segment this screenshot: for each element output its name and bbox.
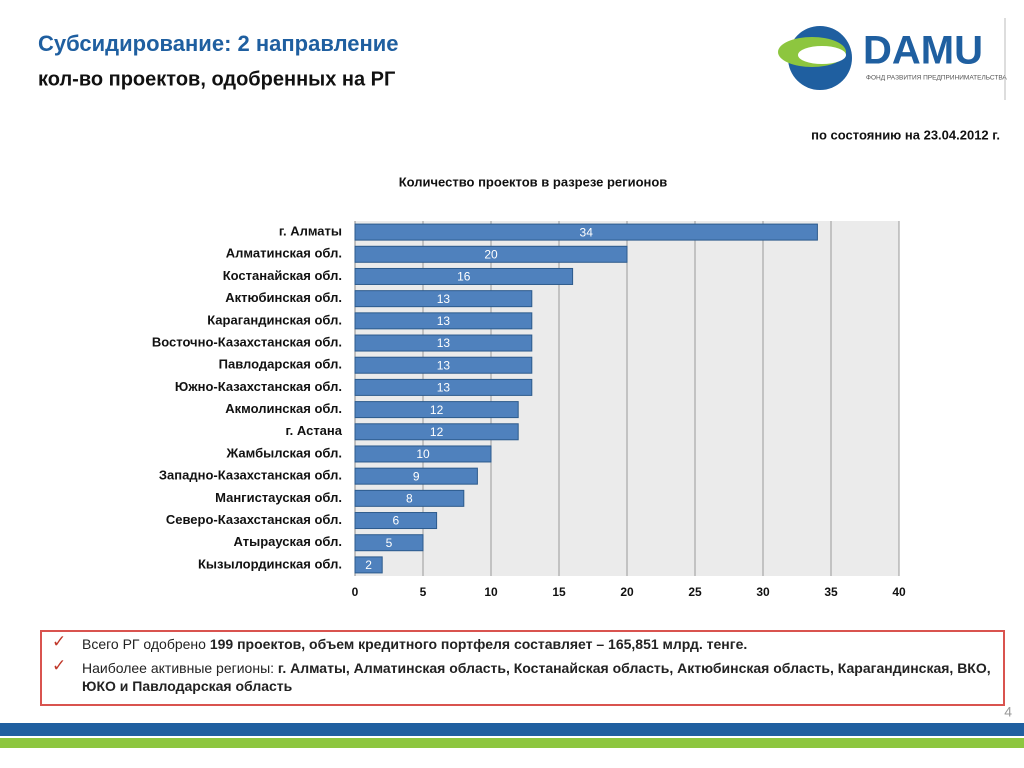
y-tick-label: Алматинская обл. [226, 246, 342, 261]
value-label: 16 [457, 270, 471, 284]
bullet-bold: 199 проектов, объем кредитного портфеля … [209, 636, 748, 652]
y-tick-label: Южно-Казахстанская обл. [175, 379, 342, 394]
logo-subtext: ФОНД РАЗВИТИЯ ПРЕДПРИНИМАТЕЛЬСТВА [866, 75, 1007, 82]
x-tick-label: 0 [352, 585, 359, 599]
x-tick-label: 20 [620, 585, 634, 599]
bullet-lead: Всего РГ одобрено [82, 636, 210, 652]
logo: DAMU ФОНД РАЗВИТИЯ ПРЕДПРИНИМАТЕЛЬСТВА [778, 26, 1007, 90]
bar [354, 356, 533, 374]
chart-title: Количество проектов в разрезе регионов [399, 174, 668, 189]
y-tick-label: Актюбинская обл. [225, 290, 342, 305]
slide-title: Субсидирование: 2 направление [38, 31, 399, 56]
value-label: 13 [437, 292, 451, 306]
x-tick-label: 30 [756, 585, 770, 599]
bar [354, 334, 533, 352]
bar [354, 556, 383, 574]
bar [354, 245, 628, 263]
bullet-lead: Наиболее активные регионы: [82, 660, 278, 676]
value-label: 8 [406, 492, 413, 506]
bar [354, 512, 438, 530]
bar [354, 445, 492, 463]
logo-swoosh-inner [798, 46, 846, 64]
bar [354, 423, 519, 441]
bar [354, 467, 478, 485]
value-label: 12 [430, 403, 444, 417]
x-tick-label: 25 [688, 585, 702, 599]
bar [354, 401, 519, 419]
value-label: 34 [580, 225, 594, 239]
y-tick-label: г. Астана [286, 423, 343, 438]
y-tick-label: Атырауская обл. [234, 534, 342, 549]
y-tick-label: Карагандинская обл. [207, 312, 342, 327]
footer-blue [0, 723, 1024, 736]
value-label: 6 [392, 514, 399, 528]
bar [354, 223, 818, 241]
page-number: 4 [1004, 704, 1012, 720]
value-label: 13 [437, 314, 451, 328]
y-tick-label: Павлодарская обл. [219, 357, 342, 372]
bar [354, 489, 465, 507]
logo-text: DAMU [863, 29, 983, 73]
x-tick-label: 5 [420, 585, 427, 599]
bullet: Всего РГ одобрено 199 проектов, объем кр… [52, 633, 993, 653]
x-tick-label: 10 [484, 585, 498, 599]
value-label: 13 [437, 358, 451, 372]
bullet: Наиболее активные регионы: г. Алматы, Ал… [52, 657, 993, 695]
y-tick-label: Костанайская обл. [223, 268, 342, 283]
value-label: 9 [413, 469, 420, 483]
value-label: 13 [437, 381, 451, 395]
bar [354, 267, 574, 285]
value-label: 5 [386, 536, 393, 550]
x-tick-label: 35 [824, 585, 838, 599]
value-label: 10 [416, 447, 430, 461]
date-note: по состоянию на 23.04.2012 г. [811, 127, 1000, 142]
y-tick-label: Мангистауская обл. [215, 490, 342, 505]
bullet-bold: г. Алматы, Алматинская область, Костанай… [82, 660, 991, 694]
slide-subtitle: кол-во проектов, одобренных на РГ [38, 68, 395, 90]
bar [354, 290, 533, 308]
y-tick-label: Восточно-Казахстанская обл. [152, 334, 342, 349]
value-label: 13 [437, 336, 451, 350]
y-tick-label: Акмолинская обл. [225, 401, 342, 416]
bar [354, 312, 533, 330]
y-tick-label: Жамбылская обл. [226, 445, 342, 460]
y-tick-label: Западно-Казахстанская обл. [159, 468, 342, 483]
footer-green [0, 738, 1024, 748]
bar [354, 378, 533, 396]
x-tick-label: 40 [892, 585, 906, 599]
value-label: 12 [430, 425, 444, 439]
value-label: 2 [365, 558, 372, 572]
x-tick-label: 15 [552, 585, 566, 599]
y-tick-label: Кызылординская обл. [198, 556, 342, 571]
value-label: 20 [484, 247, 498, 261]
y-tick-label: Северо-Казахстанская обл. [166, 512, 342, 527]
bar [354, 534, 424, 552]
y-tick-label: г. Алматы [279, 224, 342, 239]
notes-box: Всего РГ одобрено 199 проектов, объем кр… [40, 630, 1005, 706]
